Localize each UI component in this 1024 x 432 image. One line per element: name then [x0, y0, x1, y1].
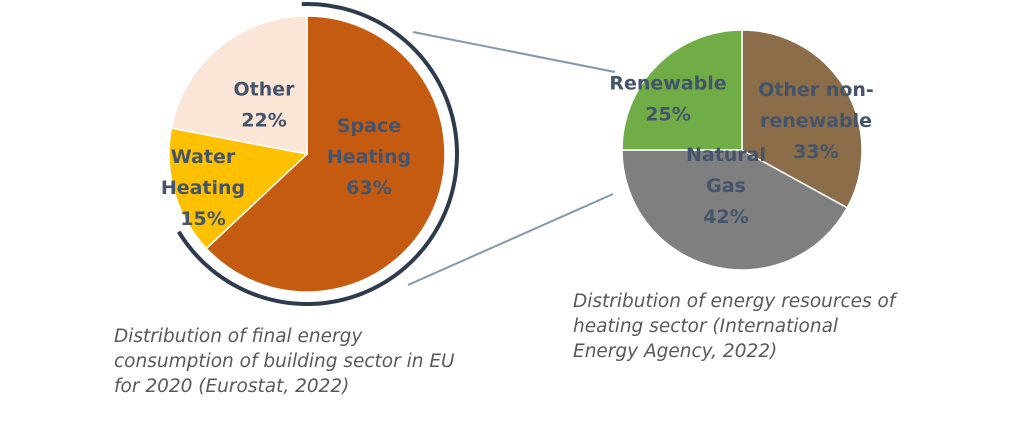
slice-label-line: 25% [645, 104, 690, 126]
pie-chart-heating-resources: Other non-renewable 33% Natural Gas 42% Renew… [609, 29, 874, 271]
pie-slice-other [170, 15, 308, 155]
pie-slice-natural-gas [621, 149, 849, 271]
slice-label-water-heating: Water Heating 15% [161, 146, 245, 230]
caption-line: Distribution of energy resources of [573, 291, 896, 312]
slice-label-line: Other non- [758, 79, 874, 101]
caption-line: for 2020 (Eurostat, 2022) [114, 376, 350, 397]
caption-line: consumption of building sector in EU [114, 351, 455, 372]
slice-label-line: Other [233, 79, 295, 101]
pie-slice-water-heating [168, 127, 309, 250]
slice-label-line: Heating [161, 177, 245, 199]
pie-chart-building-energy: Space Heating 63% Water Heating 15% Other 22% [161, 15, 446, 293]
slice-label-natural-gas: Natural Gas 42% [686, 144, 766, 228]
pie-slice-other-non-renewable [741, 29, 863, 209]
pie-slice-renewable [621, 29, 743, 151]
slice-label-line: Space [337, 115, 401, 137]
slice-label-line: Natural [686, 144, 766, 166]
pie-slice-space-heating [205, 15, 446, 293]
slice-label-line: Gas [706, 175, 746, 197]
slice-label-line: 63% [346, 177, 391, 199]
caption-line: Distribution of final energy [114, 326, 363, 347]
slice-label-line: Water [171, 146, 236, 168]
caption-building-energy: Distribution of final energy consumption… [114, 324, 514, 399]
slice-label-space-heating: Space Heating 63% [327, 115, 411, 199]
connector-lines [407, 31, 616, 286]
space-heating-bracket-arc [176, 2, 459, 306]
caption-heating-resources: Distribution of energy resources of heat… [573, 289, 993, 364]
slice-label-line: 15% [180, 208, 225, 230]
caption-line: heating sector (International [573, 316, 839, 337]
connector-line-top [412, 31, 616, 73]
slice-label-line: 33% [793, 141, 838, 163]
slice-label-line: Heating [327, 146, 411, 168]
slice-label-line: 22% [241, 110, 286, 132]
slice-label-line: 42% [703, 206, 748, 228]
slice-label-line: Renewable [609, 73, 726, 95]
caption-line: Energy Agency, 2022) [573, 341, 778, 362]
slice-label-renewable: Renewable 25% [609, 73, 726, 126]
slice-label-line: renewable [760, 110, 872, 132]
connector-line-bottom [407, 193, 614, 286]
slice-label-other-non-renewable: Other non-renewable 33% [758, 79, 874, 163]
slice-label-other: Other 22% [233, 79, 295, 132]
